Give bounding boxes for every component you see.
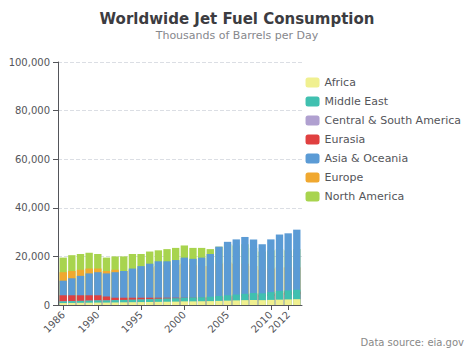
svg-text:Worldwide Jet Fuel Consumption: Worldwide Jet Fuel Consumption (100, 10, 375, 28)
svg-text:Africa: Africa (325, 76, 356, 89)
svg-text:Eurasia: Eurasia (325, 133, 366, 146)
svg-text:2012: 2012 (266, 309, 292, 335)
svg-text:Middle East: Middle East (325, 95, 389, 108)
svg-text:20,000: 20,000 (15, 251, 50, 262)
svg-text:2000: 2000 (162, 309, 188, 335)
svg-text:Thousands of Barrels per Day: Thousands of Barrels per Day (155, 29, 319, 42)
svg-text:Europe: Europe (325, 171, 364, 184)
svg-text:Data source: eia.gov: Data source: eia.gov (361, 337, 465, 348)
svg-text:Central & South America: Central & South America (325, 114, 461, 127)
svg-text:2005: 2005 (206, 309, 232, 335)
svg-text:60,000: 60,000 (15, 154, 50, 165)
svg-text:1995: 1995 (119, 309, 145, 335)
svg-text:1990: 1990 (76, 309, 102, 335)
svg-text:0: 0 (44, 300, 50, 311)
svg-text:1986: 1986 (41, 309, 67, 335)
svg-text:Asia & Oceania: Asia & Oceania (325, 152, 409, 165)
svg-text:2010: 2010 (249, 309, 275, 335)
svg-text:80,000: 80,000 (15, 105, 50, 116)
svg-text:North America: North America (325, 190, 405, 203)
svg-text:100,000: 100,000 (9, 57, 50, 68)
svg-text:40,000: 40,000 (15, 202, 50, 213)
